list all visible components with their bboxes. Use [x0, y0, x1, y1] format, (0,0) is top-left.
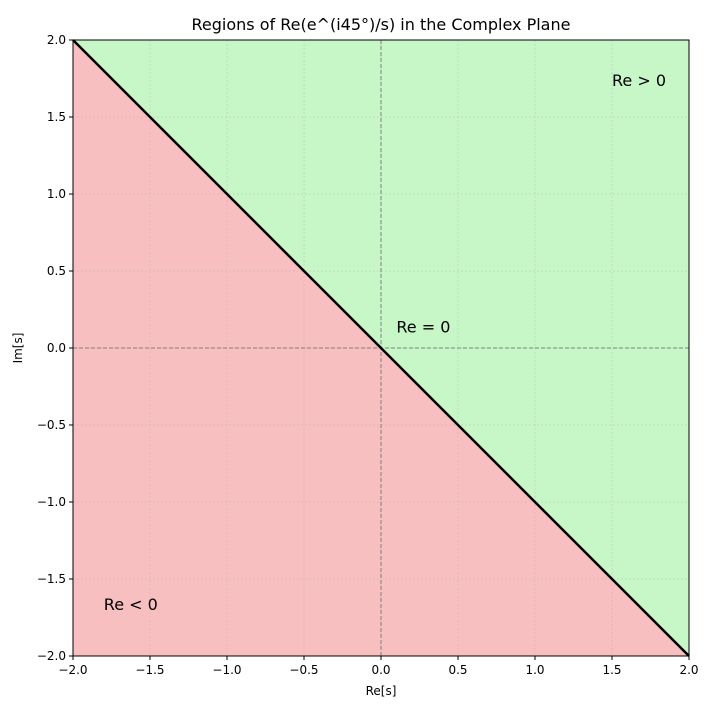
x-tick-label: −1.0 [212, 663, 241, 677]
x-tick-label: 2.0 [679, 663, 698, 677]
x-tick-label: 0.0 [371, 663, 390, 677]
plot-frame [72, 39, 690, 657]
x-tick-label: −2.0 [58, 663, 87, 677]
y-tick-label: 2.0 [47, 33, 66, 47]
y-tick-label: 0.0 [47, 341, 66, 355]
y-tick-label: 1.5 [47, 110, 66, 124]
x-tick-label: 1.5 [602, 663, 621, 677]
y-tick-label: 0.5 [47, 264, 66, 278]
x-tick-label: 0.5 [448, 663, 467, 677]
x-tick-label: −0.5 [289, 663, 318, 677]
boundary-line [72, 39, 690, 657]
y-tick-label: −1.5 [37, 572, 66, 586]
annotation: Re > 0 [612, 71, 666, 90]
annotation: Re < 0 [104, 595, 158, 614]
x-axis-label: Re[s] [366, 684, 397, 698]
chart-title: Regions of Re(e^(i45°)/s) in the Complex… [192, 15, 571, 34]
annotation: Re = 0 [396, 318, 450, 337]
y-tick-label: −2.0 [37, 649, 66, 663]
y-axis-label: Im[s] [11, 333, 25, 364]
x-tick-label: 1.0 [525, 663, 544, 677]
x-tick-label: −1.5 [135, 663, 164, 677]
y-tick-label: 1.0 [47, 187, 66, 201]
y-tick-label: −1.0 [37, 495, 66, 509]
y-tick-label: −0.5 [37, 418, 66, 432]
